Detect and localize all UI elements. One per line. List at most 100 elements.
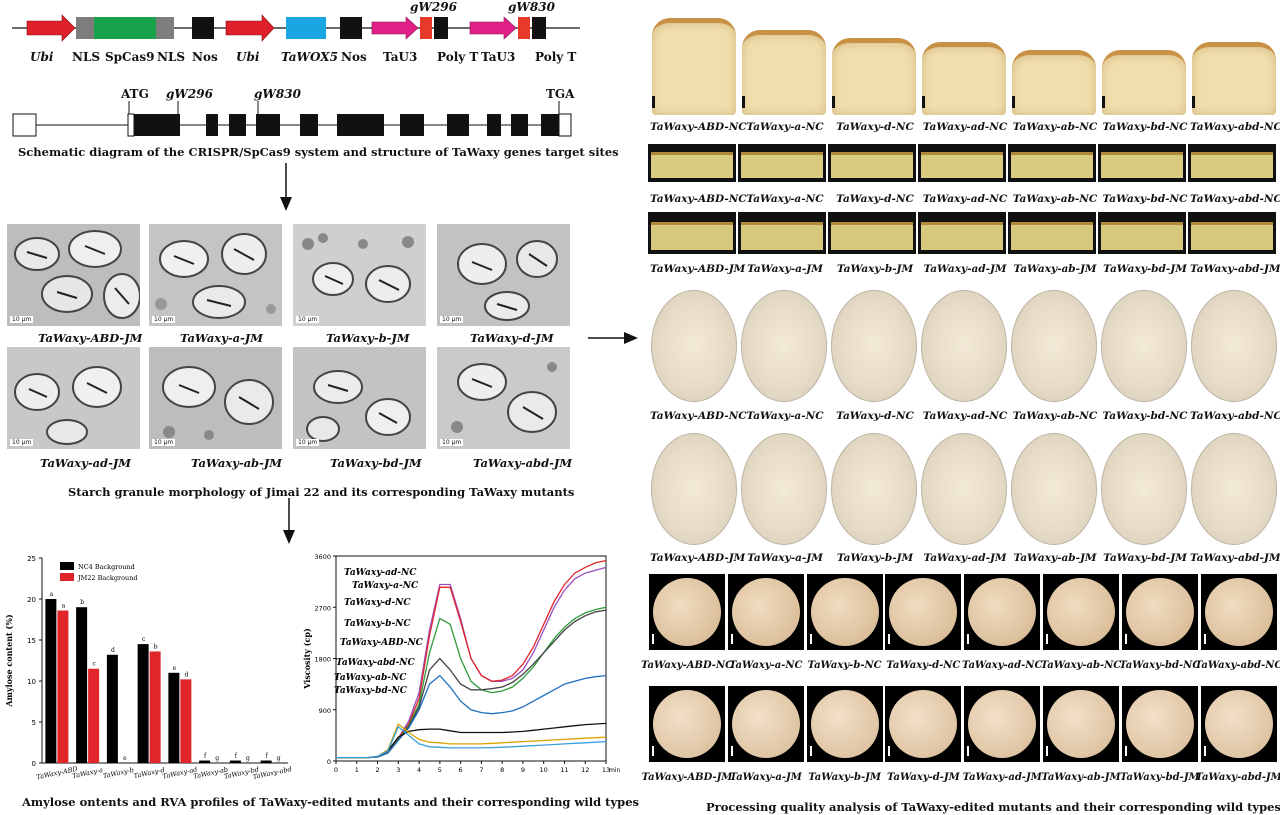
- noodle-jm-image: [1191, 433, 1277, 545]
- bar: [57, 610, 69, 763]
- construct-label-ubi-2: Ubi: [236, 50, 260, 64]
- series-label: TaWaxy-ABD-NC: [340, 638, 424, 648]
- right-arrow: [588, 332, 638, 344]
- legend-swatch: [60, 562, 74, 570]
- bar-letter: g: [246, 755, 250, 762]
- cookie-jm-label: TaWaxy-ABD-JM: [641, 772, 733, 783]
- noodle-nc-image: [831, 290, 917, 402]
- sponge-cake-nc-label: TaWaxy-ad-NC: [922, 193, 1008, 205]
- scale-bar: [742, 96, 745, 108]
- noodle-jm-image: [651, 433, 737, 545]
- sem-image-bd-jm: 10 μm: [293, 347, 426, 449]
- cookie-jm-label: TaWaxy-ab-JM: [1041, 772, 1121, 783]
- sponge-cake-nc-image: [648, 144, 736, 182]
- x-tick-label: 10: [540, 766, 548, 774]
- bar: [229, 760, 241, 763]
- scale-bar-label: 10 μm: [152, 316, 176, 323]
- ubi-promoter-arrow-2: [225, 14, 275, 42]
- bar: [180, 679, 192, 763]
- cookie-nc-image: [727, 574, 804, 650]
- bread-label: TaWaxy-ad-NC: [922, 121, 1008, 133]
- series-line: [336, 722, 607, 759]
- tau3-arrow-2: [469, 16, 517, 40]
- sponge-cake-jm-label: TaWaxy-a-JM: [747, 263, 823, 275]
- cookie-nc-image: [885, 574, 962, 650]
- construct-label-ubi-1: Ubi: [30, 50, 54, 64]
- category-label: TaWaxy-d: [133, 766, 165, 780]
- sponge-cake-nc-label: TaWaxy-a-NC: [746, 193, 824, 205]
- sem-image-abd-jm-waxy: 10 μm: [437, 347, 570, 449]
- series-label: TaWaxy-ad-NC: [344, 568, 417, 578]
- sponge-cake-nc-label: TaWaxy-bd-NC: [1102, 193, 1188, 205]
- noodle-jm-image: [741, 433, 827, 545]
- bar: [168, 672, 180, 763]
- polyt-box-2: [532, 17, 546, 39]
- down-arrow-1: [280, 163, 292, 211]
- sponge-cake-jm-label: TaWaxy-abd-JM: [1190, 263, 1280, 275]
- target-label-gw830: gW830: [508, 0, 555, 14]
- bread-slice-image: [742, 30, 826, 115]
- noodle-nc-image: [1011, 290, 1097, 402]
- bar: [137, 644, 149, 763]
- bar: [45, 599, 57, 763]
- sem-label-d-jm: TaWaxy-d-JM: [470, 331, 554, 345]
- cookie-nc-label: TaWaxy-ad-NC: [961, 660, 1043, 671]
- series-label: TaWaxy-d-NC: [344, 598, 411, 608]
- y-tick-label: 3600: [314, 553, 331, 561]
- bar-letter: a: [62, 602, 66, 609]
- noodle-nc-image: [1191, 290, 1277, 402]
- nls-box-2: [156, 17, 174, 39]
- construct-label-nos-2: Nos: [341, 50, 367, 64]
- x-tick-label: 8: [500, 766, 504, 774]
- legend-label: NC4 Background: [78, 563, 135, 571]
- right-caption: Processing quality analysis of TaWaxy-ed…: [706, 800, 1280, 814]
- spcas9-box: [94, 17, 156, 39]
- scale-bar: [1012, 96, 1015, 108]
- legend-swatch: [60, 573, 74, 581]
- cookie-nc-image: [649, 574, 725, 650]
- bar-letter: a: [50, 591, 54, 598]
- cookie-jm-image: [806, 686, 883, 762]
- cookie-nc-image: [1200, 574, 1277, 650]
- sponge-cake-nc-label: TaWaxy-d-NC: [836, 193, 914, 205]
- noodle-nc-label: TaWaxy-ad-NC: [922, 410, 1008, 422]
- sponge-cake-nc-label: TaWaxy-ab-NC: [1012, 193, 1098, 205]
- sem-label-bd-jm: TaWaxy-bd-JM: [330, 456, 422, 470]
- series-line: [336, 674, 607, 759]
- sem-image-ab-jm: 10 μm: [149, 347, 282, 449]
- cookie-jm-image: [1043, 686, 1119, 762]
- noodle-jm-label: TaWaxy-ad-JM: [923, 552, 1007, 564]
- nos-box-1: [192, 17, 214, 39]
- noodle-jm-image: [1101, 433, 1187, 545]
- bottom-caption: Amylose ontents and RVA profiles of TaWa…: [22, 795, 639, 809]
- construct-label-polyt-1: Poly T: [437, 50, 479, 64]
- cookie-nc-label: TaWaxy-ABD-NC: [641, 660, 734, 671]
- bar-letter: b: [80, 599, 84, 606]
- noodle-jm-label: TaWaxy-bd-JM: [1103, 552, 1187, 564]
- target-label-gw296: gW296: [410, 0, 457, 14]
- series-label: TaWaxy-b-NC: [344, 619, 411, 629]
- bread-slice-image: [922, 42, 1006, 115]
- cookie-nc-label: TaWaxy-bd-NC: [1119, 660, 1201, 671]
- cookie-jm-image: [1121, 686, 1198, 762]
- bread-slice-image: [1012, 50, 1096, 115]
- tawox5-box: [286, 17, 326, 39]
- sponge-cake-nc-image: [1008, 144, 1096, 182]
- scale-bar: [1102, 96, 1105, 108]
- bar-letter: g: [215, 755, 219, 762]
- bread-label: TaWaxy-d-NC: [836, 121, 914, 133]
- series-label: TaWaxy-bd-NC: [334, 686, 408, 696]
- sem-label-ad-jm: TaWaxy-ad-JM: [40, 456, 132, 470]
- scale-bar-label: 10 μm: [152, 439, 176, 446]
- cookie-nc-label: TaWaxy-b-NC: [807, 660, 882, 671]
- nos-box-2: [340, 17, 362, 39]
- cookie-nc-image: [806, 574, 883, 650]
- x-tick-label: 1: [355, 766, 359, 774]
- x-tick-label: 11: [560, 766, 568, 774]
- y-tick-label: 15: [27, 637, 36, 645]
- gw830-box: [518, 17, 530, 39]
- bar-letter: f: [266, 753, 269, 760]
- series-label: TaWaxy-abd-NC: [336, 658, 416, 668]
- sem-image-d-jm: 10 μm: [437, 224, 570, 326]
- x-tick-label: 2: [375, 766, 379, 774]
